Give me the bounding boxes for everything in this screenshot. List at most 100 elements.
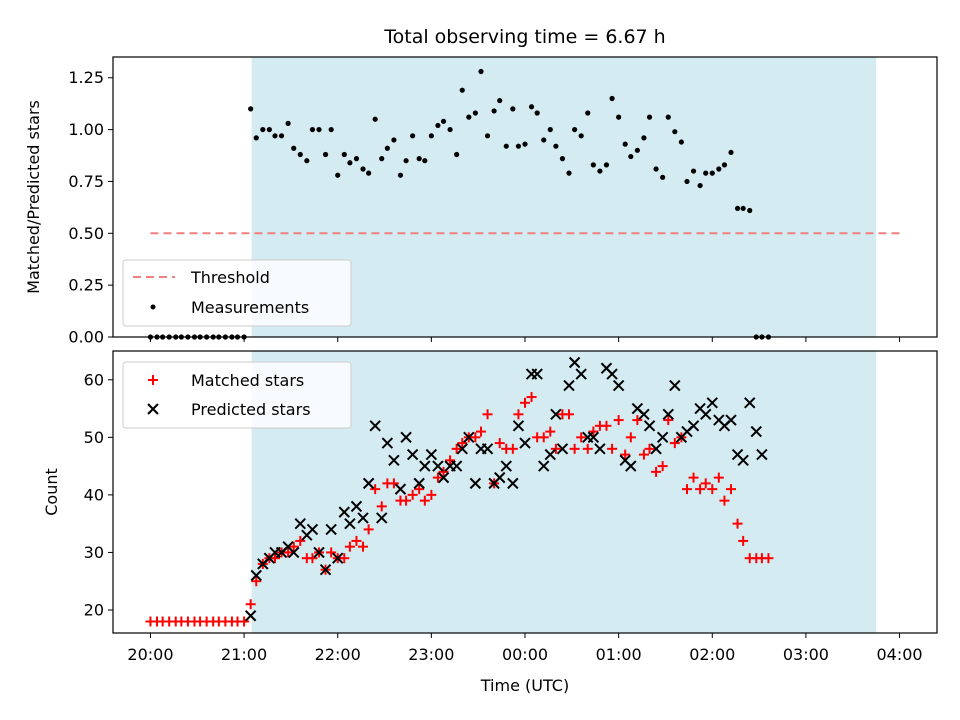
count-panel: 20 30 40 50 60 20:00 21:00 22:00 23:00 00:00 01:0… [42, 350, 938, 695]
legend-threshold-label: Threshold [190, 268, 270, 287]
predicted-point [756, 448, 768, 461]
predicted-point [388, 454, 400, 467]
measurement-point [653, 166, 659, 172]
x-stroke [706, 397, 718, 409]
matched-point [625, 432, 636, 443]
matched-point [620, 449, 631, 460]
measurement-point [248, 106, 254, 112]
measurement-point [510, 106, 516, 112]
x-stroke [437, 471, 450, 484]
predicted-point [538, 460, 550, 472]
matched-point [657, 461, 668, 472]
measurement-point [684, 178, 690, 185]
count-plot-area [145, 356, 774, 627]
ratio-legend-box [122, 259, 352, 327]
measurement-point [478, 68, 484, 75]
measurement-point [391, 137, 397, 143]
y-tick-label: 40 [84, 485, 104, 504]
x-stroke [669, 379, 681, 392]
x-stroke [325, 523, 337, 536]
measurement-point [672, 129, 678, 135]
x-stroke [432, 460, 444, 472]
predicted-point [575, 368, 587, 380]
measurement-point [360, 166, 366, 172]
x-stroke [512, 420, 525, 432]
matched-point [582, 443, 593, 454]
predicted-point [744, 397, 756, 409]
predicted-point [662, 408, 674, 421]
measurement-point [372, 116, 378, 122]
y-tick-label: 20 [84, 600, 104, 619]
predicted-point [357, 512, 369, 524]
predicted-point [294, 517, 306, 530]
measurement-point [435, 122, 441, 129]
observing-window-band [251, 351, 877, 633]
x-stroke [756, 448, 768, 461]
x-stroke [575, 368, 587, 380]
legend-plus-glyph [148, 375, 158, 385]
measurement-point [609, 95, 615, 102]
matched-point [607, 443, 618, 454]
measurement-point [466, 114, 472, 120]
x-stroke [282, 540, 294, 553]
predicted-point [450, 460, 463, 472]
matched-point [307, 553, 318, 564]
matched-point [613, 415, 624, 426]
predicted-point [612, 379, 625, 392]
matched-point [644, 443, 655, 454]
matched-point [564, 409, 575, 420]
matched-point [732, 518, 743, 529]
measurement-point [734, 205, 741, 212]
predicted-point [413, 477, 425, 490]
matched-point [426, 489, 437, 500]
predicted-point [725, 414, 737, 426]
matched-point [494, 438, 505, 449]
x-stroke [319, 563, 332, 576]
measurement-point [534, 110, 540, 116]
ratio-plot-area [147, 68, 900, 340]
measurement-point [528, 104, 535, 110]
x-tick-label: 04:00 [876, 645, 922, 664]
x-stroke [650, 443, 662, 455]
predicted-point [425, 448, 438, 461]
measurement-point [260, 126, 266, 133]
predicted-point [594, 443, 606, 455]
matched-point [526, 392, 537, 403]
x-stroke [450, 460, 463, 472]
matched-point [550, 443, 561, 454]
legend-predicted-label: Predicted stars [191, 400, 311, 419]
matched-point [451, 443, 462, 454]
count-legend-box [122, 361, 352, 429]
predicted-point [338, 506, 350, 518]
y-tick-label: 60 [84, 370, 104, 389]
matched-point [507, 443, 518, 454]
predicted-point [325, 523, 337, 536]
x-stroke [332, 552, 344, 564]
measurement-point [522, 141, 528, 147]
matched-point [713, 472, 724, 483]
matched-point [344, 541, 355, 552]
measurement-point [266, 126, 272, 133]
legend-predicted-marker [147, 403, 159, 415]
matched-point [269, 553, 280, 564]
predicted-point [531, 368, 543, 380]
x-stroke [500, 460, 512, 472]
matched-point [245, 599, 256, 610]
x-stroke [519, 437, 531, 449]
x-stroke [631, 402, 644, 415]
measurement-point [665, 114, 671, 120]
x-stroke [250, 569, 262, 582]
x-stroke [687, 420, 700, 432]
measurement-point [559, 156, 566, 162]
x-stroke [313, 546, 325, 559]
measurement-point [678, 139, 684, 145]
predicted-point [288, 546, 300, 559]
measurement-point [628, 153, 634, 160]
matched-point [438, 466, 449, 477]
count-y-axis: 20 30 40 50 60 [84, 370, 113, 619]
measurement-point [297, 151, 303, 158]
measurement-point [597, 168, 603, 174]
legend-measurements-marker [150, 304, 156, 310]
matched-point [470, 432, 481, 443]
matched-point [419, 495, 430, 506]
